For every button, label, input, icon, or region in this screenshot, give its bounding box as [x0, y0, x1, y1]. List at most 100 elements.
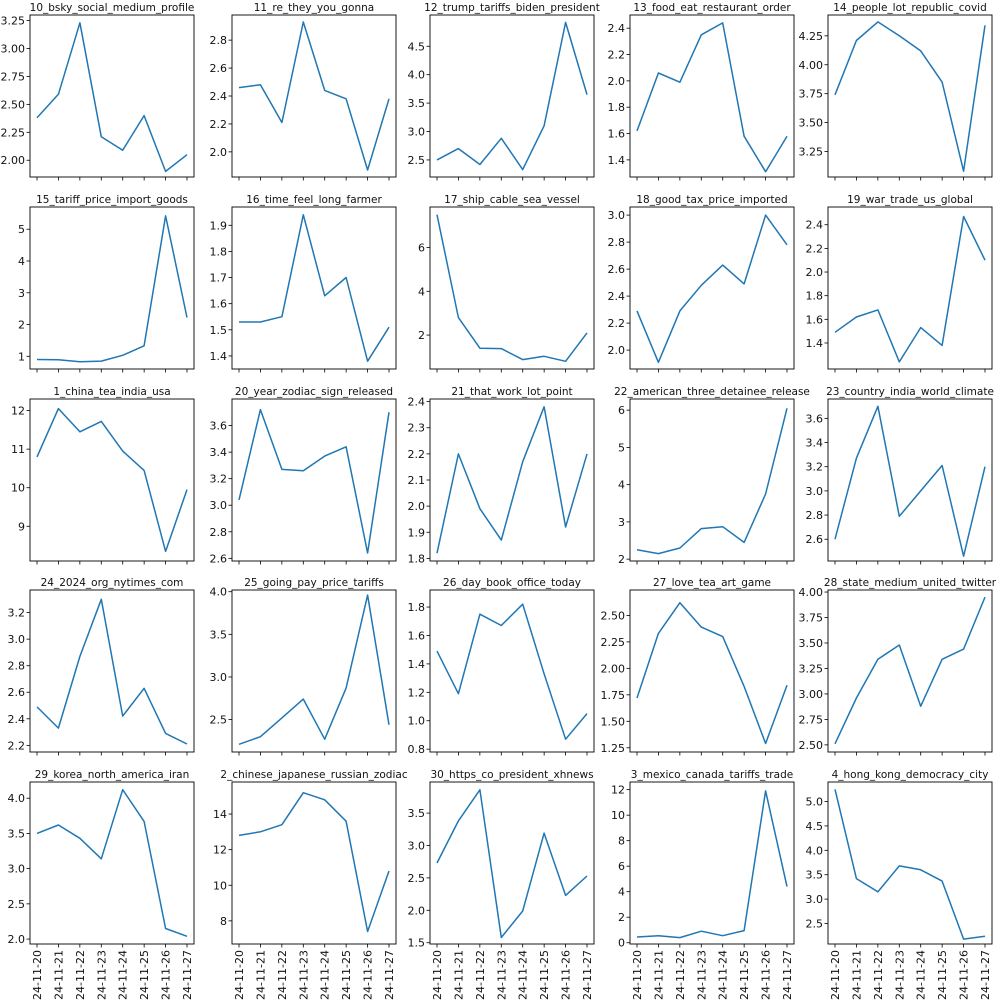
subplot-23: 3_mexico_canada_tariffs_trade 0 2 4 6 8 10 12 20… — [611, 769, 795, 1000]
x-tick-label: 2024-11-22 — [74, 950, 87, 1000]
y-tick-label: 1.6 — [608, 128, 626, 141]
y-tick-label: 14 — [213, 808, 227, 821]
subplot-title: 28_state_medium_united_twitter — [824, 577, 997, 589]
plot-frame — [231, 398, 397, 562]
series-line — [238, 791, 390, 933]
y-tick-label: 2.4 — [806, 219, 824, 232]
y-tick-label: 2.1 — [408, 474, 426, 487]
y-tick-label: 2.0 — [408, 500, 426, 513]
y-tick-label: 1.7 — [210, 272, 228, 285]
plot-frame — [429, 781, 595, 945]
y-tick-label: 2.5 — [408, 872, 426, 885]
subplot-21: 2_chinese_japanese_russian_zodiac 8 10 12 14… — [213, 769, 408, 1000]
y-tick-label: 0.8 — [408, 743, 426, 756]
x-tick-label: 2024-11-20 — [829, 950, 842, 1000]
subplot-title: 22_american_three_detainee_release — [614, 386, 810, 398]
x-tick-label: 2024-11-26 — [362, 950, 375, 1000]
subplot-6: 16_time_feel_long_farmer 1.4 1.5 1.6 1.7 1.8 1… — [210, 194, 397, 373]
y-tick-label: 2.3 — [408, 422, 426, 435]
y-tick-label: 4 — [618, 886, 625, 899]
plot-frame — [827, 206, 993, 370]
x-tick-label: 2024-11-21 — [254, 950, 267, 1000]
plot-frame — [231, 781, 397, 945]
y-tick-label: 2.0 — [8, 933, 26, 946]
y-tick-label: 3.75 — [799, 88, 824, 101]
y-tick-label: 2.6 — [210, 62, 228, 75]
y-tick-label: 11 — [11, 443, 25, 456]
y-tick-label: 2.2 — [608, 49, 626, 62]
x-tick-label: 2024-11-21 — [652, 950, 665, 1000]
series-line — [436, 406, 588, 554]
y-tick-label: 3.75 — [799, 612, 824, 625]
y-tick-label: 4.0 — [806, 844, 824, 857]
y-tick-label: 10 — [213, 879, 227, 892]
y-tick-label: 2.6 — [806, 533, 824, 546]
subplot-14: 23_country_india_world_climate 2.6 2.8 3.0 3… — [806, 386, 994, 565]
y-tick-label: 2.00 — [1, 154, 26, 167]
subplot-title: 26_day_book_office_today — [443, 577, 581, 589]
y-tick-label: 3.0 — [806, 893, 824, 906]
y-tick-label: 3.5 — [806, 869, 824, 882]
y-tick-label: 2.0 — [608, 344, 626, 357]
series-line — [834, 405, 986, 557]
subplot-title: 10_bsky_social_medium_profile — [30, 2, 195, 14]
y-tick-label: 1.25 — [601, 742, 626, 755]
subplot-title: 1_china_tea_india_usa — [53, 386, 170, 398]
y-tick-label: 2.8 — [210, 34, 228, 47]
y-tick-label: 10 — [611, 809, 625, 822]
y-tick-label: 3.5 — [408, 807, 426, 820]
x-tick-label: 2024-11-25 — [738, 950, 751, 1000]
y-tick-label: 1.5 — [210, 324, 228, 337]
y-tick-label: 2.6 — [8, 686, 26, 699]
subplot-title: 12_trump_tariffs_biden_president — [424, 2, 600, 14]
x-tick-label: 2024-11-26 — [760, 950, 773, 1000]
subplot-title: 29_korea_north_america_iran — [35, 769, 190, 781]
y-tick-label: 2.8 — [608, 236, 626, 249]
y-tick-label: 3.6 — [210, 420, 228, 433]
y-tick-label: 2.5 — [8, 898, 26, 911]
y-tick-label: 2.75 — [799, 713, 824, 726]
subplot-title: 24_2024_org_nytimes_com — [41, 577, 184, 589]
y-tick-label: 3.0 — [608, 209, 626, 222]
subplot-22: 30_https_co_president_xhnews 1.5 2.0 2.5 3.0… — [408, 769, 595, 1000]
series-line — [36, 407, 188, 553]
y-tick-label: 3.4 — [210, 446, 228, 459]
y-tick-label: 2.2 — [806, 242, 824, 255]
x-tick-label: 2024-11-23 — [695, 950, 708, 1000]
y-tick-label: 1.6 — [408, 629, 426, 642]
y-tick-label: 10 — [11, 482, 25, 495]
y-tick-label: 8 — [220, 915, 227, 928]
y-tick-label: 6 — [618, 860, 625, 873]
x-tick-label: 2024-11-23 — [893, 950, 906, 1000]
plot-frame — [29, 206, 195, 370]
y-tick-label: 3.25 — [799, 146, 824, 159]
subplot-title: 14_people_lot_republic_covid — [833, 2, 987, 14]
y-tick-label: 2.2 — [608, 317, 626, 330]
x-tick-label: 2024-11-25 — [138, 950, 151, 1000]
y-tick-label: 2.4 — [608, 290, 626, 303]
y-tick-label: 1.50 — [601, 715, 626, 728]
y-tick-label: 4.5 — [408, 40, 426, 53]
x-tick-label: 2024-11-21 — [452, 950, 465, 1000]
y-tick-label: 4.0 — [8, 792, 26, 805]
x-tick-label: 2024-11-23 — [95, 950, 108, 1000]
y-tick-label: 1.8 — [608, 101, 626, 114]
subplot-11: 20_year_zodiac_sign_released 2.6 2.8 3.0 3.2… — [210, 386, 397, 565]
series-line — [834, 789, 986, 940]
subplot-title: 15_tariff_price_import_goods — [36, 194, 188, 206]
y-tick-label: 1.8 — [408, 552, 426, 565]
y-tick-label: 1.8 — [408, 601, 426, 614]
plot-frame — [231, 589, 397, 753]
y-tick-label: 2.4 — [608, 22, 626, 35]
subplot-title: 30_https_co_president_xhnews — [430, 769, 593, 781]
x-tick-label: 2024-11-22 — [276, 950, 289, 1000]
x-tick-label: 2024-11-21 — [52, 950, 65, 1000]
y-tick-label: 2.5 — [210, 714, 228, 727]
y-tick-label: 4 — [418, 285, 425, 298]
plot-frame — [827, 14, 993, 178]
x-tick-label: 2024-11-27 — [781, 950, 794, 1000]
plot-frame — [429, 14, 595, 178]
x-tick-label: 2024-11-27 — [181, 950, 194, 1000]
y-tick-label: 12 — [11, 405, 25, 418]
plot-frame — [231, 14, 397, 178]
